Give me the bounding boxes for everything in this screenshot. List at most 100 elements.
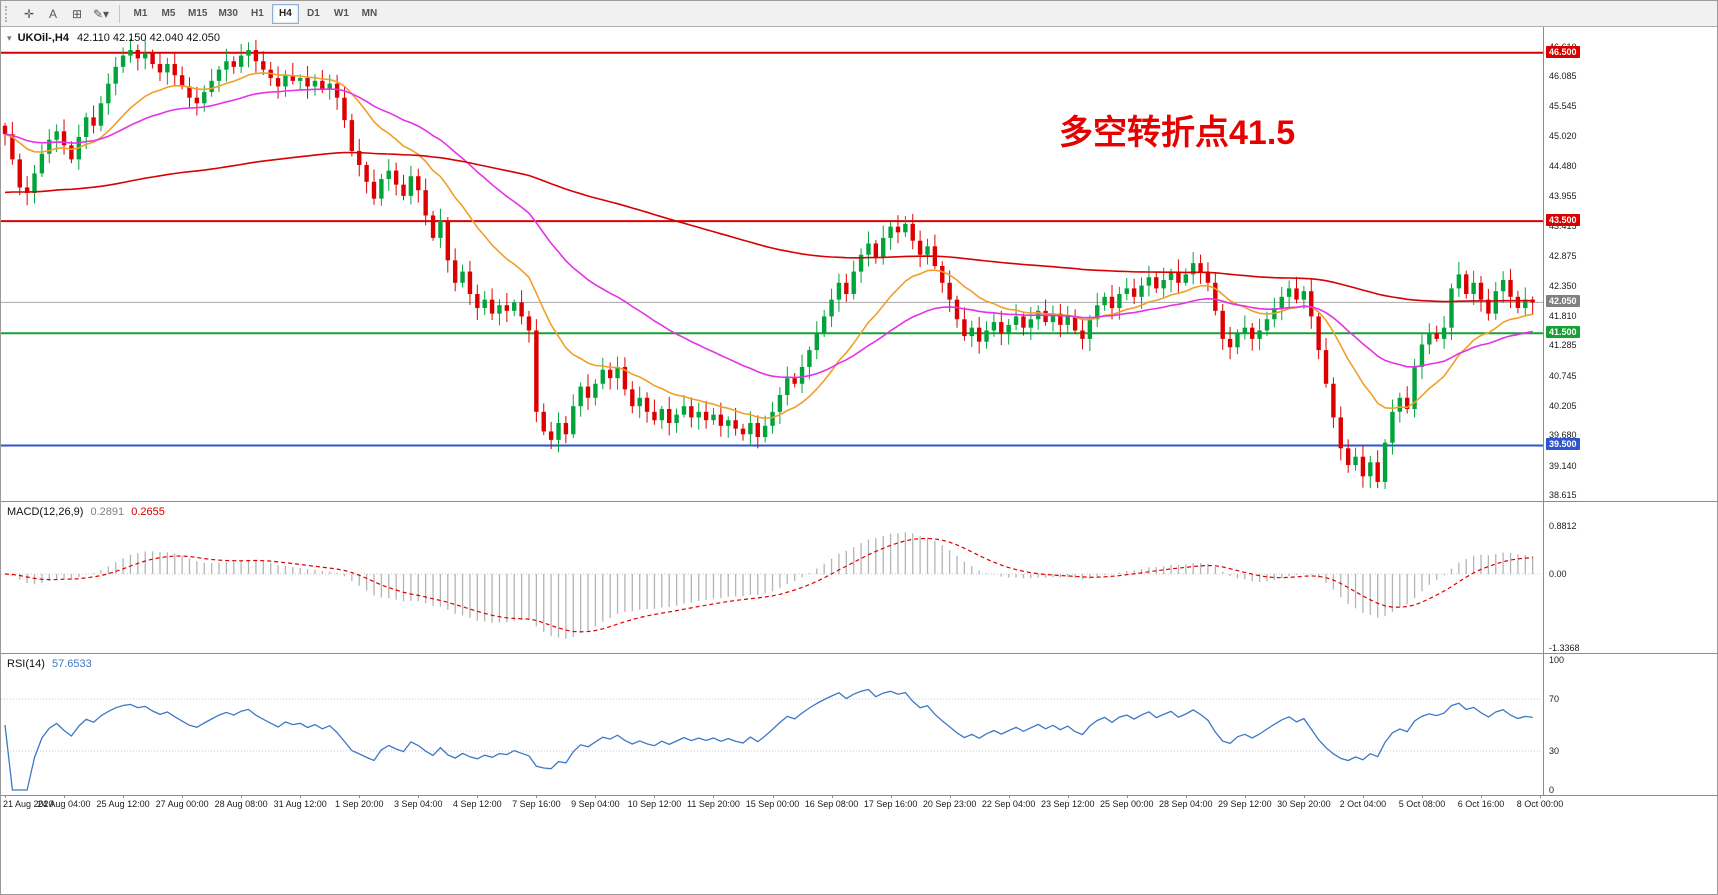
panel-separator[interactable] xyxy=(1,501,1717,502)
time-tick-mark xyxy=(949,795,951,798)
price-tick: 43.955 xyxy=(1549,190,1577,201)
macd-scale-axis[interactable]: 0.8812 0.00 -1.3368 xyxy=(1543,502,1717,653)
time-axis[interactable]: 21 Aug 2020 24 Aug 04:00 25 Aug 12:00 27 Au… xyxy=(1,795,1717,819)
price-tick: 39.140 xyxy=(1549,460,1577,471)
time-tick-mark xyxy=(1362,795,1364,798)
macd-histogram xyxy=(11,532,1534,639)
timeframe-group: M1 M5 M15 M30 H1 H4 D1 W1 MN xyxy=(127,3,383,24)
timeframe-m15[interactable]: M15 xyxy=(183,4,212,24)
time-label: 7 Sep 16:00 xyxy=(512,799,561,809)
collapse-arrow-icon[interactable]: ▾ xyxy=(7,33,12,43)
toolbar-icons: ✛ A ⊞ ✎▾ xyxy=(18,4,112,24)
time-label: 24 Aug 04:00 xyxy=(37,799,91,809)
rsi-value: 57.6533 xyxy=(51,658,92,670)
macd-scale-tick: 0.8812 xyxy=(1549,520,1577,531)
timeframe-h4[interactable]: H4 xyxy=(271,3,299,24)
macd-name: MACD(12,26,9) xyxy=(7,506,84,518)
time-tick-mark xyxy=(831,795,833,798)
rsi-name: RSI(14) xyxy=(7,658,45,670)
rsi-scale-tick: 30 xyxy=(1549,746,1560,756)
time-label: 27 Aug 00:00 xyxy=(155,799,209,809)
toolbar: ✛ A ⊞ ✎▾ M1 M5 M15 M30 H1 H4 D1 W1 MN xyxy=(1,1,1717,27)
time-tick-mark xyxy=(300,795,302,798)
time-tick-mark xyxy=(1303,795,1305,798)
timeframe-m5[interactable]: M5 xyxy=(155,4,182,24)
time-label: 31 Aug 12:00 xyxy=(273,799,327,809)
time-label: 2 Oct 04:00 xyxy=(1339,799,1387,809)
chart-annotation: 多空转折点41.5 xyxy=(1059,114,1296,152)
time-tick-mark xyxy=(182,795,184,798)
draw-tools-icon[interactable]: ✎▾ xyxy=(90,4,112,24)
panel-separator[interactable] xyxy=(1,795,1717,796)
time-label: 3 Sep 04:00 xyxy=(393,799,443,809)
toolbar-grip-icon[interactable] xyxy=(5,5,12,22)
time-label: 9 Sep 04:00 xyxy=(571,799,620,809)
time-tick-mark xyxy=(1540,795,1542,798)
price-tick: 45.545 xyxy=(1549,101,1577,112)
price-tick: 46.085 xyxy=(1549,71,1577,82)
ma-line-slow xyxy=(4,151,1533,303)
price-badge-43.500: 43.500 xyxy=(1546,214,1580,227)
time-tick-mark xyxy=(595,795,597,798)
time-tick-mark xyxy=(654,795,656,798)
panel-separator[interactable] xyxy=(1,653,1717,654)
time-tick-mark xyxy=(1008,795,1010,798)
ohlc-values: 42.110 42.150 42.040 42.050 xyxy=(77,32,220,44)
time-tick-mark xyxy=(536,795,538,798)
time-tick-mark xyxy=(418,795,420,798)
timeframe-w1[interactable]: W1 xyxy=(328,4,355,24)
time-label: 28 Sep 04:00 xyxy=(1159,799,1213,809)
time-tick-mark xyxy=(1185,795,1187,798)
time-label: 23 Sep 12:00 xyxy=(1040,799,1095,809)
macd-scale-tick: 0.00 xyxy=(1549,569,1567,579)
time-label: 6 Oct 16:00 xyxy=(1457,799,1505,809)
time-tick-mark xyxy=(123,795,125,798)
text-frame-icon[interactable]: ⊞ xyxy=(66,4,88,24)
text-label-icon[interactable]: A xyxy=(42,4,64,24)
price-tick: 38.615 xyxy=(1549,490,1577,501)
price-tick: 45.020 xyxy=(1549,130,1577,141)
time-tick-mark xyxy=(1126,795,1128,798)
ma-line-fast xyxy=(4,72,1533,420)
timeframe-h1[interactable]: H1 xyxy=(244,4,271,24)
timeframe-d1[interactable]: D1 xyxy=(300,4,327,24)
rsi-plot[interactable] xyxy=(1,654,1543,795)
macd-signal-line xyxy=(4,537,1533,633)
chart-title: ▾ UKOil-,H4 42.110 42.150 42.040 42.050 xyxy=(7,32,220,44)
price-tick: 41.810 xyxy=(1549,310,1577,321)
time-tick-mark xyxy=(1481,795,1482,798)
price-tick: 40.205 xyxy=(1549,400,1577,411)
price-tick: 40.745 xyxy=(1549,370,1577,381)
time-label: 22 Sep 04:00 xyxy=(981,799,1036,809)
macd-plot[interactable] xyxy=(1,502,1543,653)
time-label: 25 Aug 12:00 xyxy=(96,799,150,809)
time-label: 16 Sep 08:00 xyxy=(804,799,859,809)
price-badge-42.050: 42.050 xyxy=(1546,295,1580,308)
time-label: 29 Sep 12:00 xyxy=(1218,799,1272,809)
price-badge-39.500: 39.500 xyxy=(1546,438,1580,451)
rsi-label: RSI(14) 57.6533 xyxy=(7,658,92,670)
main-chart-plot[interactable] xyxy=(1,27,1543,501)
time-label: 5 Oct 08:00 xyxy=(1398,799,1446,809)
timeframe-m30[interactable]: M30 xyxy=(213,4,242,24)
rsi-scale-tick: 70 xyxy=(1549,694,1560,704)
time-tick-mark xyxy=(1067,795,1069,798)
symbol-title: UKOil-,H4 xyxy=(17,32,69,44)
time-label: 11 Sep 20:00 xyxy=(687,799,740,809)
timeframe-m1[interactable]: M1 xyxy=(127,4,154,24)
macd-scale-tick: -1.3368 xyxy=(1549,642,1580,653)
rsi-scale-axis[interactable]: 100 70 30 0 xyxy=(1543,654,1717,795)
toolbar-separator xyxy=(119,4,120,23)
crosshair-icon[interactable]: ✛ xyxy=(18,4,40,24)
timeframe-mn[interactable]: MN xyxy=(356,4,383,24)
price-tick: 42.875 xyxy=(1549,251,1577,262)
main-price-axis[interactable]: 46.61046.08545.54545.02044.48043.95543.4… xyxy=(1543,27,1717,501)
candles-layer xyxy=(2,38,1535,490)
time-label: 8 Oct 00:00 xyxy=(1516,799,1564,809)
ma-line-medium xyxy=(4,88,1533,379)
price-tick: 42.350 xyxy=(1549,280,1577,291)
time-label: 28 Aug 08:00 xyxy=(214,799,268,809)
time-tick-mark xyxy=(1244,795,1246,798)
price-tick: 44.480 xyxy=(1549,161,1577,172)
time-label: 20 Sep 23:00 xyxy=(922,799,977,809)
